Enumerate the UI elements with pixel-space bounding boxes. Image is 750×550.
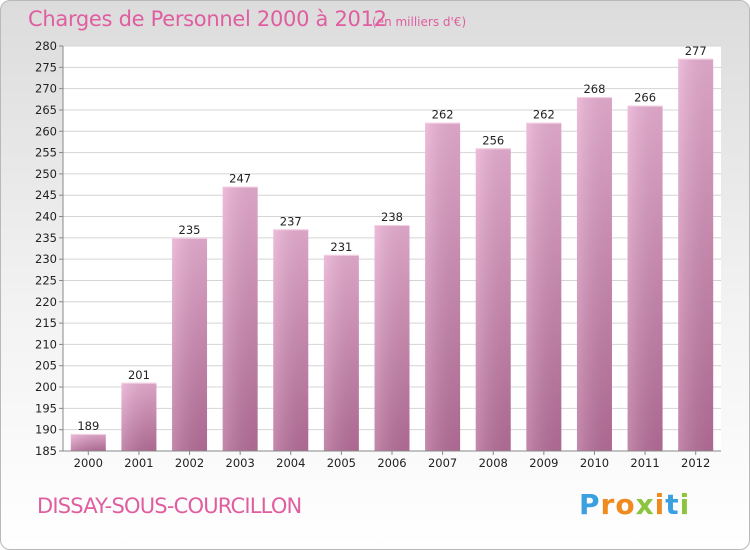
y-tick-label: 275 (35, 60, 57, 74)
bar-shade-2004 (273, 229, 309, 451)
data-label-2001: 201 (128, 368, 150, 382)
logo-letter: i (654, 488, 666, 521)
data-label-2003: 247 (229, 172, 251, 186)
y-tick-label: 235 (35, 231, 57, 245)
y-tick-label: 255 (35, 146, 57, 160)
data-label-2009: 262 (533, 108, 555, 122)
chart-unit: (en milliers d'€) (372, 15, 467, 29)
data-label-2000: 189 (77, 419, 99, 433)
y-tick-label: 260 (35, 124, 57, 138)
y-tick-label: 265 (35, 103, 57, 117)
x-tick-label-2002: 2002 (175, 456, 204, 470)
y-tick-label: 225 (35, 273, 57, 287)
logo-letter: t (665, 488, 680, 521)
y-tick-label: 240 (35, 210, 57, 224)
x-tick-label-2007: 2007 (428, 456, 457, 470)
logo-letter: r (600, 488, 616, 521)
bar-shade-2000 (70, 433, 106, 451)
data-label-2010: 268 (583, 82, 605, 96)
bar-shade-2008 (475, 148, 511, 451)
bar-shade-2009 (526, 122, 562, 451)
bar-shade-2005 (323, 254, 359, 451)
y-tick-label: 210 (35, 337, 57, 351)
y-tick-label: 205 (35, 359, 57, 373)
x-tick-label-2000: 2000 (74, 456, 103, 470)
data-label-2012: 277 (685, 44, 707, 58)
data-label-2008: 256 (482, 133, 504, 147)
y-tick-label: 245 (35, 188, 57, 202)
y-tick-label: 270 (35, 82, 57, 96)
x-axis: 2000 2001 2002 2003 2004 2005 2006 2007 2008 2009… (63, 450, 721, 470)
x-tick-label-2006: 2006 (377, 456, 406, 470)
bar-shade-2010 (576, 97, 612, 451)
data-labels: 189 201 235 247 237 231 238 262 256 262 268 266 277 (77, 44, 706, 433)
bar-shade-2003 (222, 186, 258, 451)
y-tick-label: 185 (35, 444, 57, 458)
logo-letter: o (615, 488, 636, 521)
data-label-2007: 262 (432, 108, 454, 122)
bars (70, 58, 714, 452)
data-label-2004: 237 (280, 214, 302, 228)
chart-title: Charges de Personnel 2000 à 2012 (28, 7, 387, 31)
y-tick-label: 250 (35, 167, 57, 181)
y-tick-label: 200 (35, 380, 57, 394)
x-tick-label-2003: 2003 (226, 456, 255, 470)
data-label-2006: 238 (381, 210, 403, 224)
x-tick-label-2009: 2009 (529, 456, 558, 470)
bar-shade-2006 (374, 225, 410, 451)
logo-letter: i (679, 488, 691, 521)
y-tick-label: 220 (35, 295, 57, 309)
x-tick-label-2005: 2005 (327, 456, 356, 470)
commune-name: DISSAY-SOUS-COURCILLON (37, 494, 302, 518)
logo-letter: P (579, 488, 601, 521)
proxiti-logo: Proxiti (579, 488, 690, 521)
y-tick-label: 190 (35, 423, 57, 437)
y-tick-label: 280 (35, 39, 57, 53)
y-axis: 185 190 195 200 205 210 215 220 225 230 235 240 245 2… (35, 39, 64, 458)
data-label-2011: 266 (634, 91, 656, 105)
bar-shade-2001 (121, 382, 157, 451)
bar-shade-2012 (678, 58, 714, 451)
x-tick-label-2011: 2011 (630, 456, 659, 470)
x-tick-label-2010: 2010 (580, 456, 609, 470)
x-tick-label-2012: 2012 (681, 456, 710, 470)
x-tick-label-2008: 2008 (479, 456, 508, 470)
x-tick-label-2001: 2001 (124, 456, 153, 470)
data-label-2005: 231 (330, 240, 352, 254)
bar-shade-2007 (425, 122, 461, 451)
y-tick-label: 215 (35, 316, 57, 330)
x-tick-label-2004: 2004 (276, 456, 305, 470)
bar-shade-2002 (172, 237, 208, 451)
y-tick-label: 230 (35, 252, 57, 266)
bar-shade-2011 (627, 105, 663, 452)
logo-letter: x (635, 488, 655, 521)
data-label-2002: 235 (179, 223, 201, 237)
y-tick-label: 195 (35, 401, 57, 415)
